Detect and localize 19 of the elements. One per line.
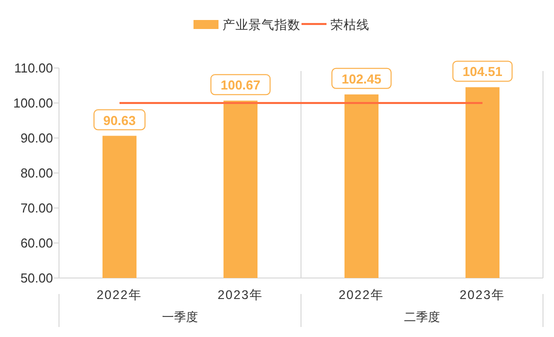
data-label: 102.45: [342, 71, 382, 86]
y-tick-label: 110.00: [14, 60, 53, 76]
data-label: 100.67: [220, 78, 260, 93]
data-label: 104.51: [462, 64, 502, 80]
x-tick-label: 2022年: [338, 288, 384, 302]
y-tick-label: 50.00: [20, 270, 53, 286]
y-tick-label: 100.00: [13, 96, 53, 110]
y-tick-label: 60.00: [20, 236, 53, 250]
x-tick-label: 2022年: [96, 288, 142, 302]
legend-label: 产业景气指数: [222, 18, 300, 32]
x-tick-label: 2023年: [460, 288, 506, 302]
text: 二季度: [404, 310, 440, 324]
x-tick-label: 2023年: [218, 288, 264, 302]
legend-label: 荣枯线: [330, 18, 370, 32]
y-tick-label: 90.00: [20, 130, 53, 146]
y-tick-label: 80.00: [20, 166, 53, 180]
text: 一季度: [162, 310, 198, 324]
data-label: 90.63: [103, 112, 136, 128]
y-tick-label: 70.00: [20, 200, 53, 216]
